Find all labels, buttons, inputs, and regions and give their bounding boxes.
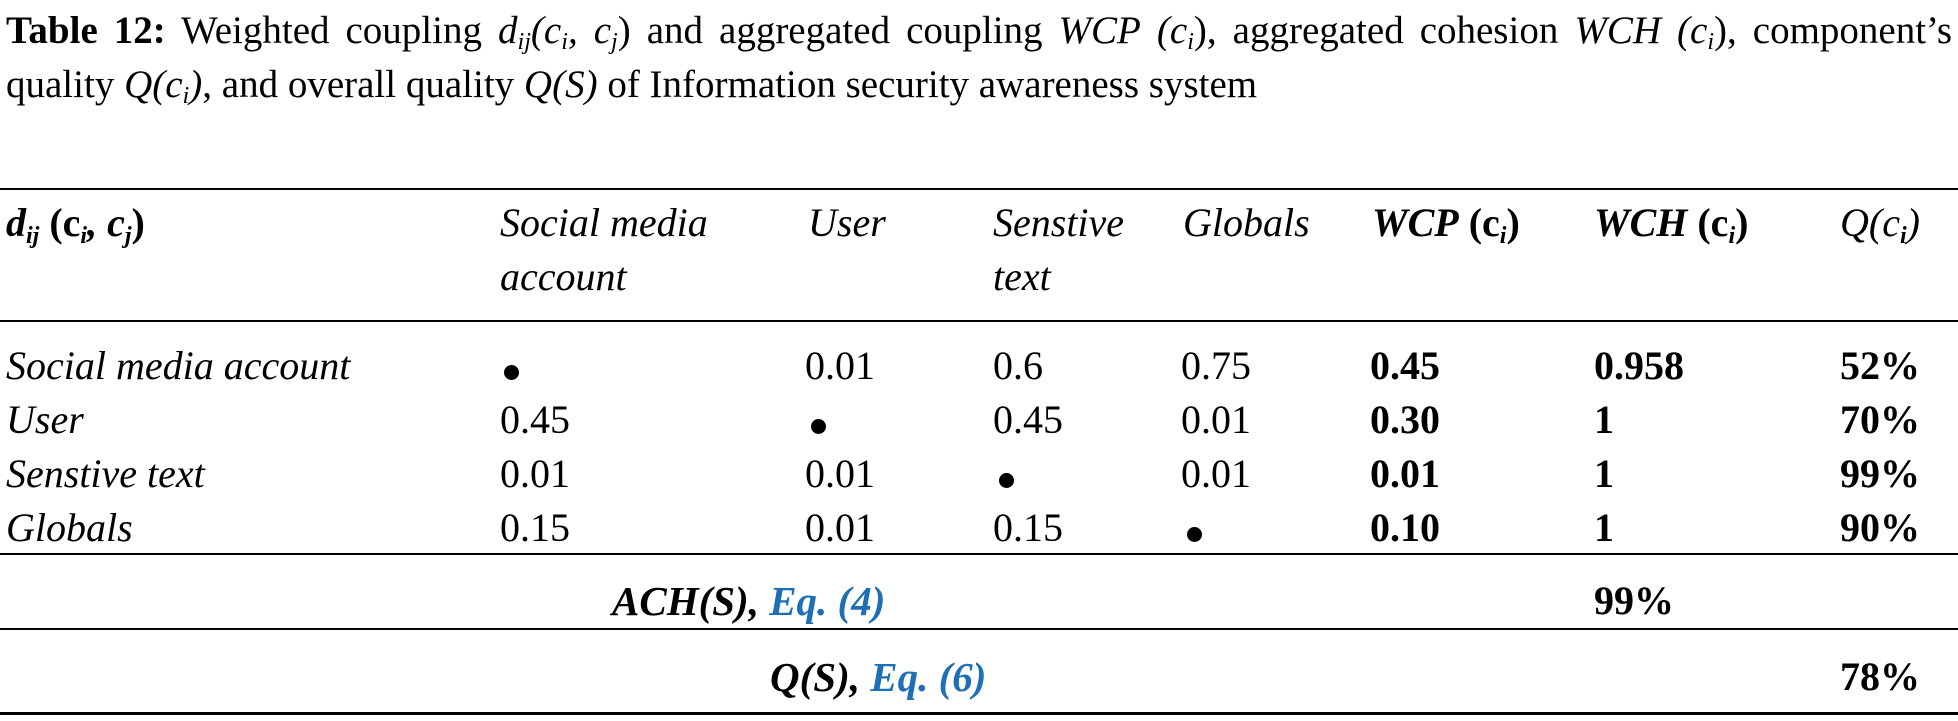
row-label-globals: Globals [6, 505, 133, 550]
caption-text-5: , and overall quality [202, 63, 515, 106]
cell-wcp: 0.10 [1370, 505, 1440, 550]
body-rule [0, 553, 1958, 555]
header-sensitive-text: Senstive text [993, 200, 1125, 299]
cell-value: 0.15 [500, 505, 570, 550]
bullet-diagonal [999, 473, 1014, 488]
cell-value: 0.15 [993, 505, 1063, 550]
cell-wch: 1 [1594, 505, 1614, 550]
caption-text-2: and aggregated coupling [646, 9, 1043, 52]
header-user: User [808, 200, 886, 245]
header-social-media-account: Social media account [500, 200, 708, 299]
cell-value: 0.01 [805, 451, 875, 496]
cell-wcp: 0.45 [1370, 343, 1440, 388]
caption-text-4: , component’s quality [6, 9, 1953, 106]
ach-label: ACH(S), Eq. (4) [612, 578, 886, 624]
caption-wch: WCH (ci) [1574, 9, 1728, 56]
caption-dij: dij(ci, cj) [497, 9, 631, 56]
header-corner: dij (ci, cj) [6, 200, 145, 250]
caption-label: Table 12: [6, 9, 166, 52]
cell-value: 0.01 [1181, 397, 1251, 442]
cell-value: 0.45 [500, 397, 570, 442]
row-label-user: User [6, 397, 84, 442]
cell-wcp: 0.01 [1370, 451, 1440, 496]
caption-wcp: WCP (ci) [1058, 9, 1207, 56]
caption-text-6: of Information security awareness system [607, 63, 1258, 106]
cell-q: 90% [1840, 505, 1920, 550]
header-q: Q(ci) [1840, 200, 1920, 250]
caption-q: Q(ci) [124, 63, 203, 110]
bullet-diagonal [504, 365, 519, 380]
cell-value: 0.75 [1181, 343, 1251, 388]
row-label-sensitive-text: Senstive text [6, 451, 205, 496]
cell-value: 0.6 [993, 343, 1043, 388]
qs-value: 78% [1840, 654, 1920, 699]
cell-wcp: 0.30 [1370, 397, 1440, 442]
bullet-diagonal [811, 419, 826, 434]
cell-wch: 1 [1594, 451, 1614, 496]
caption-text-3: , aggregated cohesion [1206, 9, 1559, 52]
cell-q: 99% [1840, 451, 1920, 496]
cell-value: 0.01 [1181, 451, 1251, 496]
caption-qs: Q(S) [523, 63, 598, 106]
header-rule [0, 320, 1958, 322]
eq-6-link[interactable]: Eq. (6) [870, 654, 987, 700]
row-label-social-media-account: Social media account [6, 343, 351, 388]
bullet-diagonal [1187, 527, 1202, 542]
cell-q: 70% [1840, 397, 1920, 442]
eq-4-link[interactable]: Eq. (4) [769, 578, 886, 624]
bottom-rule [0, 712, 1958, 715]
cell-wch: 1 [1594, 397, 1614, 442]
top-rule [0, 188, 1958, 190]
ach-value: 99% [1594, 578, 1674, 623]
cell-value: 0.01 [805, 505, 875, 550]
header-wch: WCH (ci) [1594, 200, 1749, 250]
caption-text-1: Weighted coupling [181, 9, 482, 52]
ach-rule [0, 628, 1958, 630]
qs-label: Q(S), Eq. (6) [770, 654, 987, 700]
table-caption: Table 12: Weighted coupling dij(ci, cj) … [6, 4, 1952, 112]
header-globals: Globals [1183, 200, 1310, 245]
cell-wch: 0.958 [1594, 343, 1684, 388]
cell-value: 0.45 [993, 397, 1063, 442]
cell-value: 0.01 [500, 451, 570, 496]
header-wcp: WCP (ci) [1372, 200, 1520, 250]
cell-q: 52% [1840, 343, 1920, 388]
cell-value: 0.01 [805, 343, 875, 388]
